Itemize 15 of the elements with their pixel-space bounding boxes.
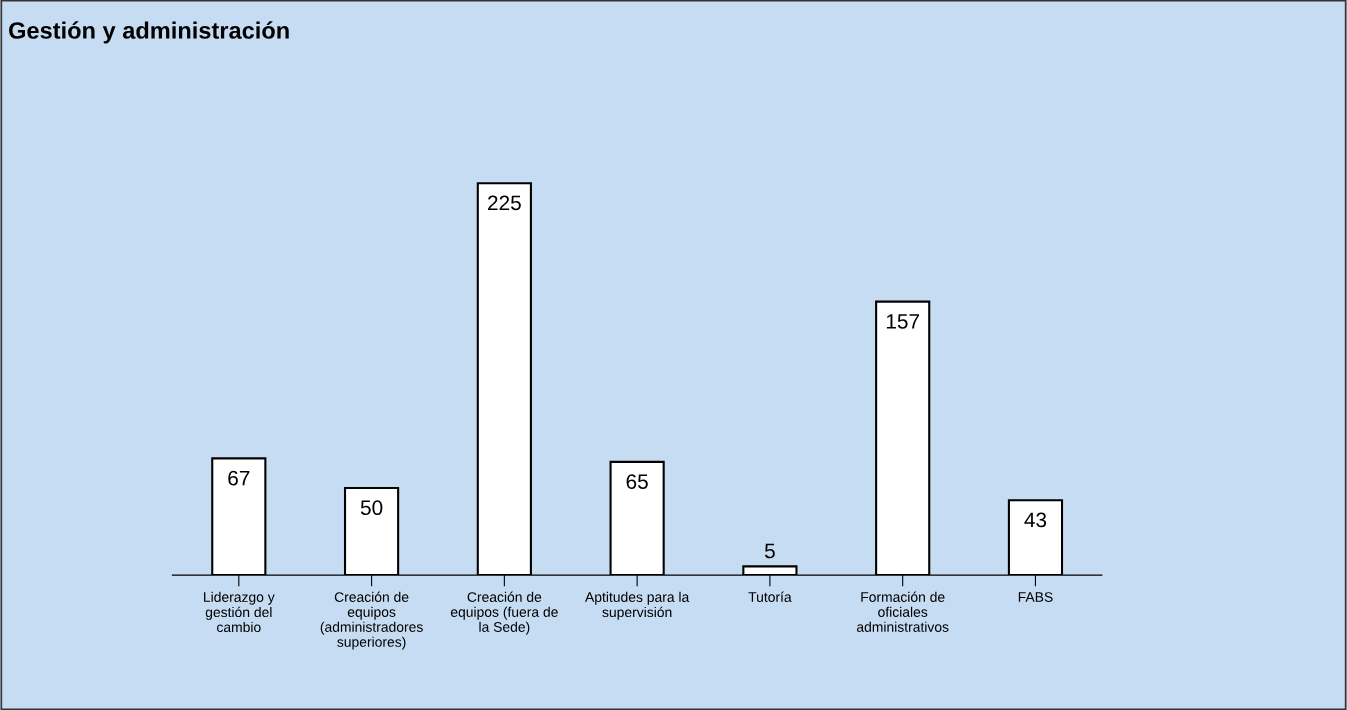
x-tick-label: FABS — [1018, 592, 1053, 602]
data-label: 65 — [626, 474, 648, 489]
chart-title: Gestión y administración — [9, 21, 289, 44]
data-label: 5 — [764, 543, 775, 559]
x-tick-label: Creación de equipos (administradores superiores) — [320, 591, 423, 650]
data-label: 157 — [886, 314, 920, 329]
data-label: 67 — [228, 470, 250, 486]
x-tick-label: Liderazgo y gestión del cambio — [204, 591, 275, 633]
x-tick-label: Formación de oficiales administrativos — [856, 591, 949, 632]
data-label: 43 — [1024, 512, 1047, 528]
data-label: 50 — [360, 500, 383, 516]
data-label: 225 — [488, 195, 521, 211]
x-tick-label: Tutoría — [748, 591, 792, 602]
x-tick-label: Aptitudes para la supervisión — [585, 591, 690, 620]
x-tick-label: Creación de equipos (fuera de la Sede) — [450, 591, 558, 635]
